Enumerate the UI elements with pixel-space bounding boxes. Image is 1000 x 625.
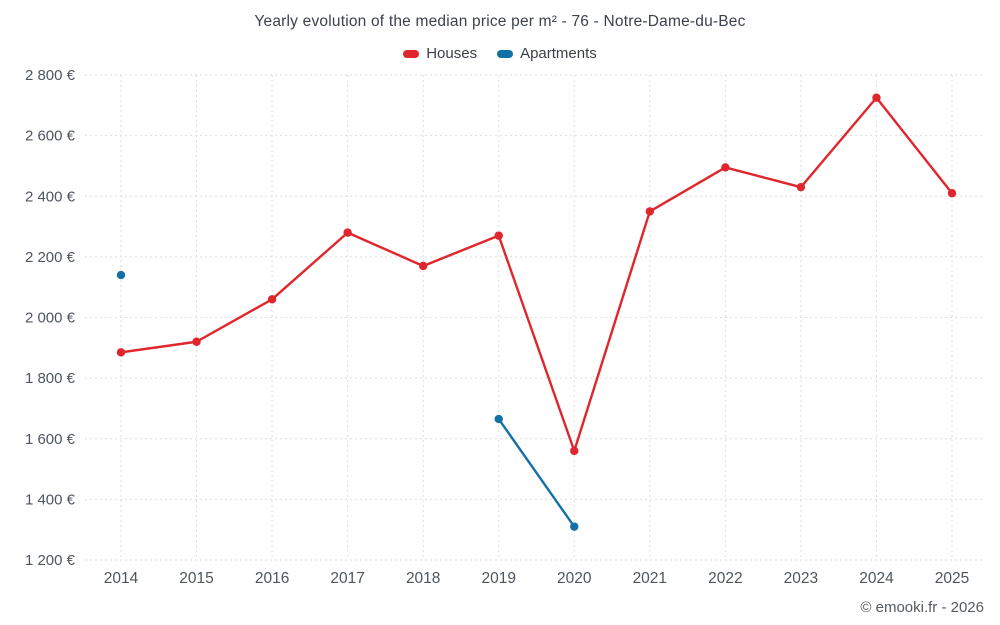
legend-swatch-icon	[497, 49, 514, 58]
y-axis-label: 1 800 €	[25, 370, 76, 387]
x-axis-label: 2017	[330, 570, 364, 587]
series-line-houses	[119, 96, 954, 453]
legend: Houses Apartments	[0, 45, 1000, 62]
y-axis-label: 1 200 €	[25, 552, 76, 569]
legend-item-apartments[interactable]: Apartments	[497, 45, 597, 62]
credit-label: © emooki.fr - 2026	[860, 599, 984, 616]
y-axis-label: 1 600 €	[25, 431, 76, 448]
x-axis-label: 2015	[179, 570, 213, 587]
data-point-houses[interactable]	[192, 337, 201, 346]
x-axis-label: 2024	[859, 570, 894, 587]
x-axis-label: 2023	[784, 570, 818, 587]
x-axis-label: 2025	[935, 570, 969, 587]
x-axis-label: 2021	[633, 570, 667, 587]
x-axis-label: 2018	[406, 570, 440, 587]
data-point-houses[interactable]	[721, 163, 730, 172]
y-axis-label: 2 200 €	[25, 249, 76, 266]
data-point-houses[interactable]	[872, 93, 881, 102]
chart-title: Yearly evolution of the median price per…	[254, 13, 746, 30]
y-axis-label: 2 400 €	[25, 188, 76, 205]
data-point-houses[interactable]	[796, 182, 806, 192]
legend-label: Apartments	[520, 45, 597, 62]
legend-label: Houses	[426, 45, 478, 62]
data-point-houses[interactable]	[418, 261, 428, 271]
y-axis-label: 2 800 €	[25, 67, 76, 84]
x-axis-label: 2014	[104, 570, 139, 587]
series-line-apartments	[497, 417, 576, 528]
data-point-apartments[interactable]	[494, 414, 503, 424]
x-axis-label: 2019	[481, 570, 515, 587]
data-point-apartments[interactable]	[570, 522, 579, 531]
data-point-houses[interactable]	[570, 446, 579, 456]
x-axis-label: 2020	[557, 570, 592, 587]
y-axis-label: 1 400 €	[25, 491, 76, 508]
y-axis-label: 2 600 €	[25, 128, 76, 145]
x-axis-label: 2016	[255, 570, 289, 587]
data-point-houses[interactable]	[343, 228, 352, 237]
data-point-houses[interactable]	[947, 189, 957, 198]
x-axis-label: 2022	[708, 570, 742, 587]
data-point-houses[interactable]	[267, 295, 277, 304]
data-point-houses[interactable]	[116, 348, 126, 357]
y-axis-label: 2 000 €	[25, 310, 76, 327]
data-point-houses[interactable]	[645, 207, 655, 216]
legend-item-houses[interactable]: Houses	[403, 45, 477, 62]
data-point-houses[interactable]	[494, 231, 503, 240]
legend-swatch-icon	[403, 49, 420, 58]
data-point-apartments[interactable]	[116, 270, 126, 280]
